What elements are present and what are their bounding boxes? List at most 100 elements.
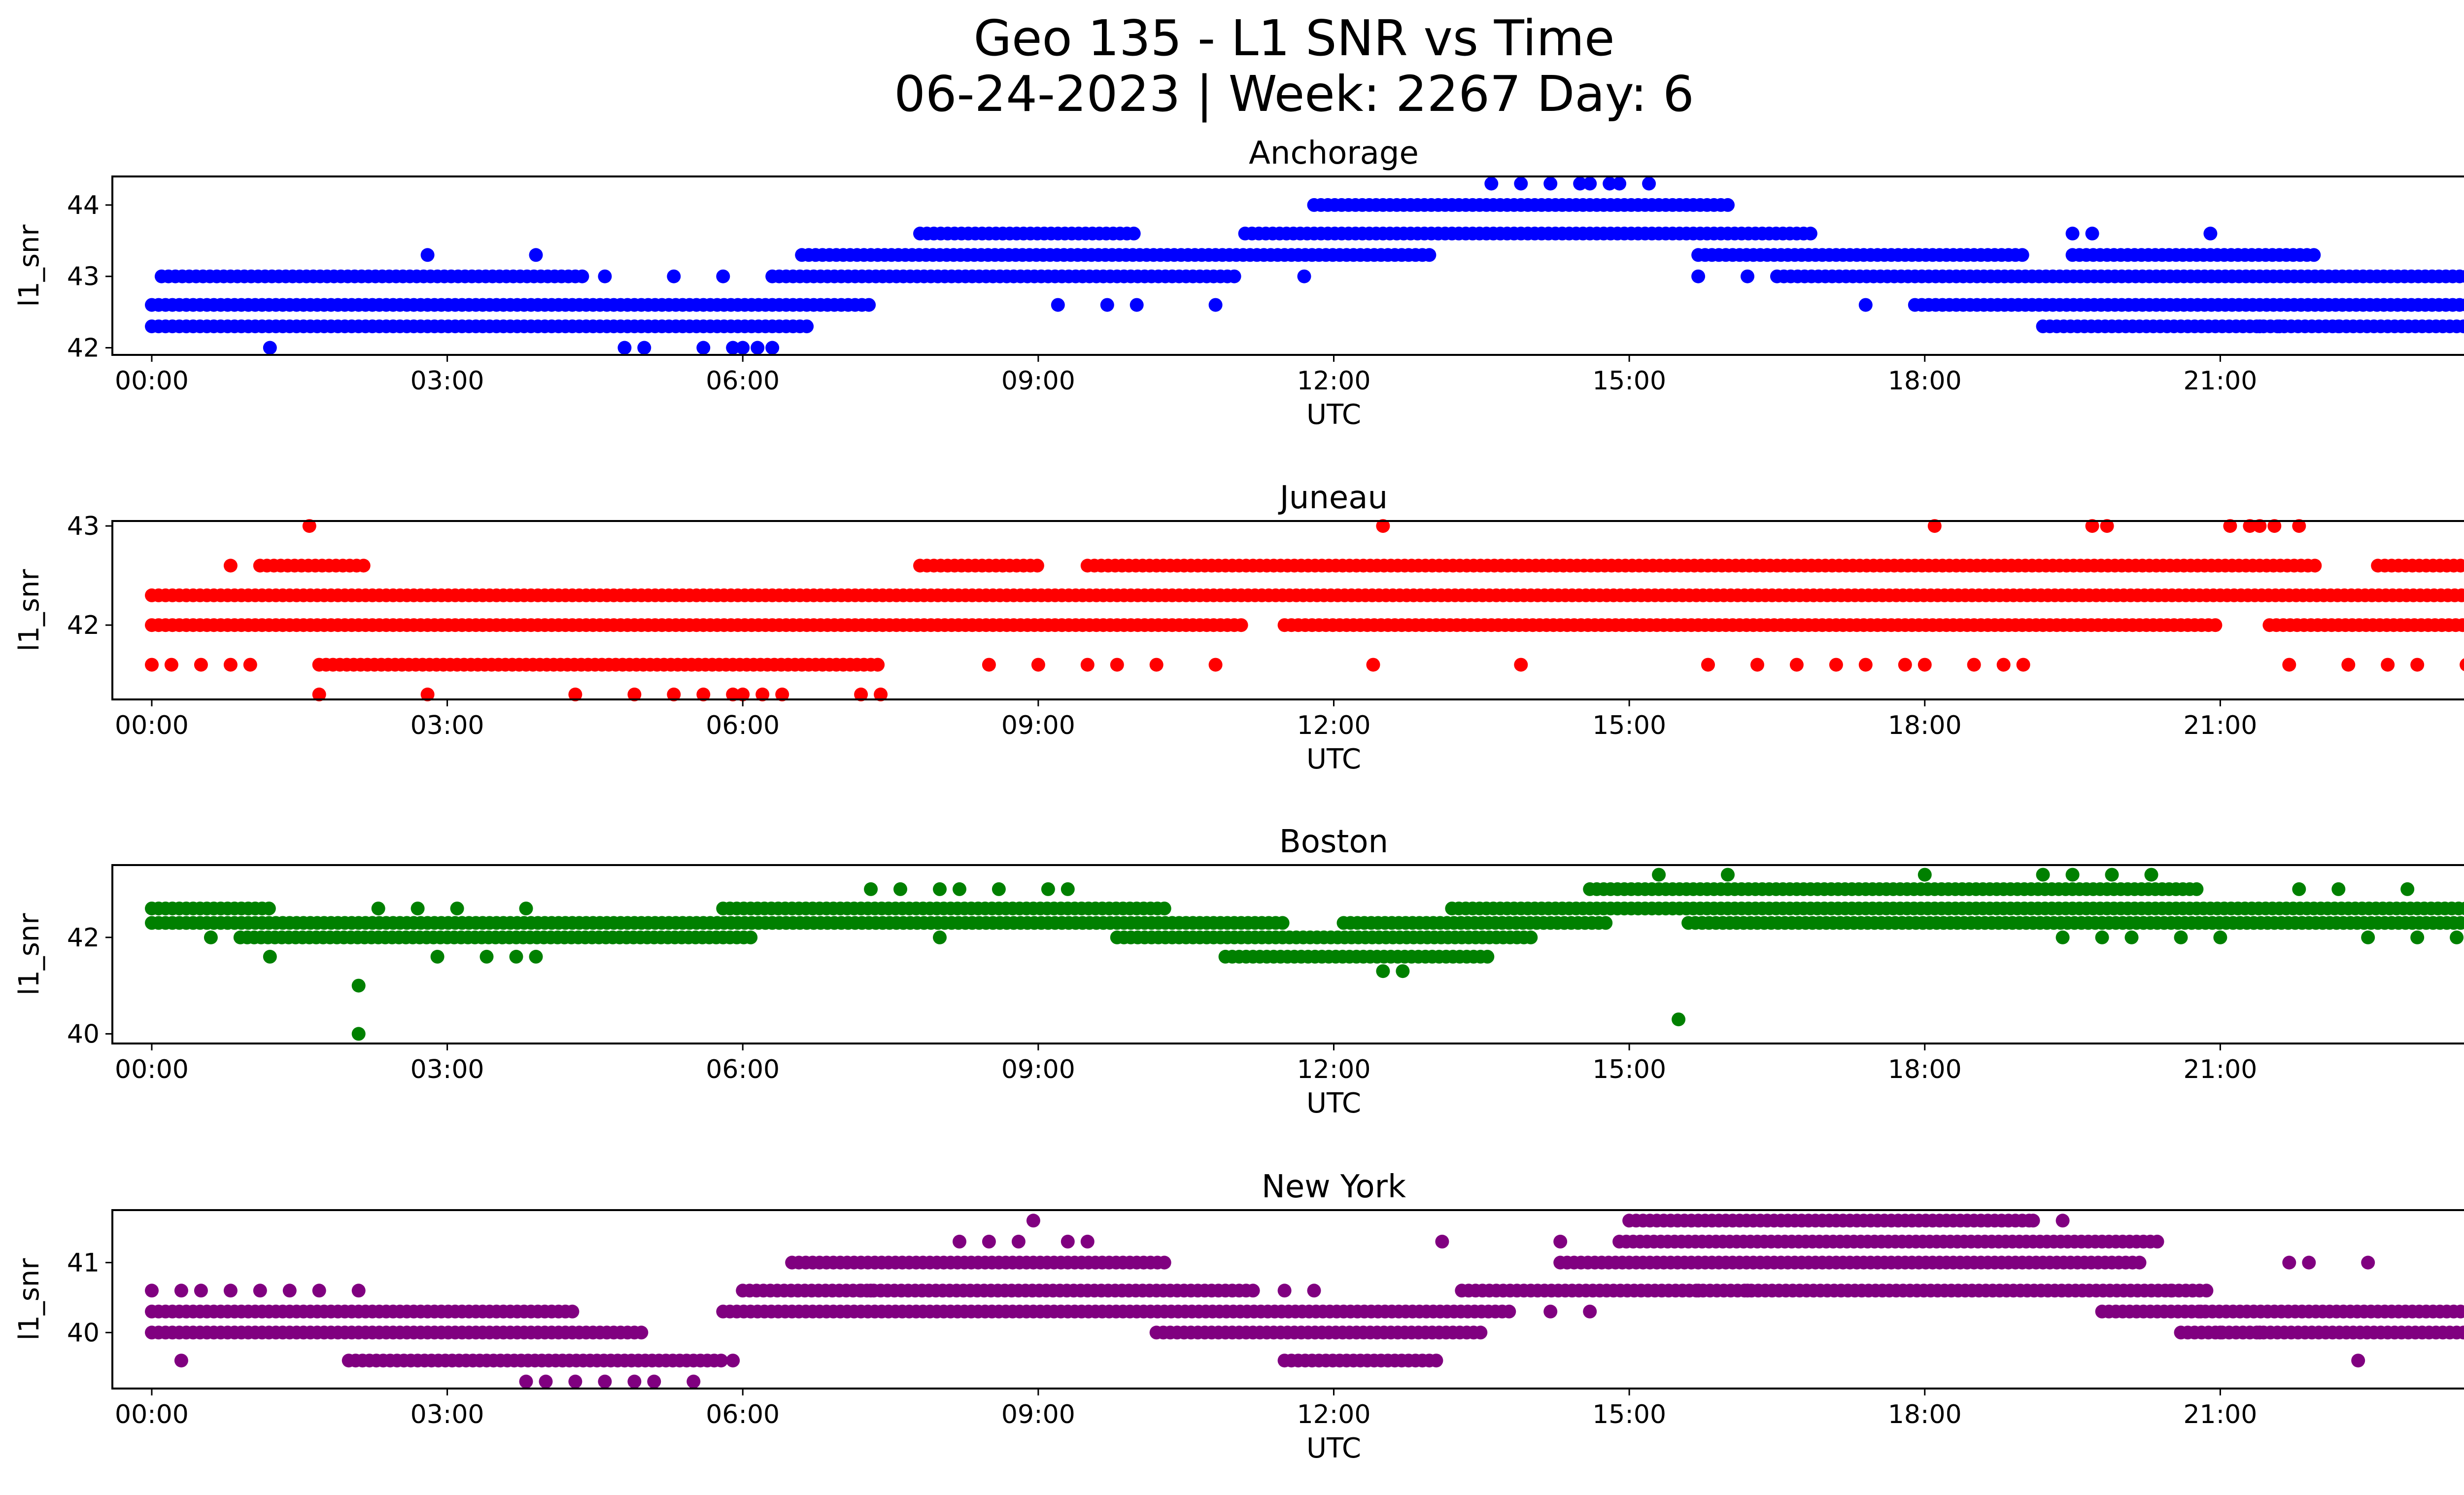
x-tick-label: 21:00 [2183,366,2257,396]
data-point [1030,558,1044,573]
data-point [2361,930,2375,944]
subplot-title: Juneau [1278,480,1388,516]
data-point [2174,930,2188,944]
data-point [2223,519,2237,533]
data-point [2085,226,2099,241]
subplot-title: Boston [1279,824,1388,860]
data-point [223,658,238,672]
x-tick-label: 03:00 [411,1055,484,1084]
data-point [1858,658,1873,672]
data-point [2331,882,2346,896]
data-point [726,687,740,701]
data-points [145,176,2464,355]
data-point [1473,1325,1488,1340]
data-point [2455,588,2464,602]
data-point [2253,1325,2267,1340]
data-point [1307,1284,1321,1298]
data-point [2457,1325,2464,1340]
data-point [2292,882,2306,896]
x-axis-label: UTC [1306,743,1361,775]
data-point [312,687,326,701]
data-point [243,658,257,672]
data-point [1858,298,1873,312]
data-point [627,687,642,701]
data-point [637,341,651,355]
data-point [2410,658,2425,672]
subplot-anchorage: Anchorage 00:00 03:00 06:00 09:00 12:00 15:00 1… [13,135,2464,431]
data-point [982,658,996,672]
x-tick-label: 00:00 [115,1400,189,1429]
data-point [667,687,681,701]
x-tick-label: 18:00 [1888,1400,1962,1429]
data-point [2302,1255,2316,1270]
data-point [2065,226,2080,241]
data-point [1803,226,1817,241]
data-point [751,341,765,355]
data-point [565,1304,580,1319]
data-points [145,1214,2464,1389]
data-point [2203,226,2218,241]
x-tick-label: 00:00 [115,366,189,396]
data-point [2124,930,2139,944]
data-point [174,1284,188,1298]
data-point [1275,916,1290,930]
data-point [716,269,730,283]
data-point [263,949,277,964]
data-point [1110,658,1124,672]
data-point [1898,658,1912,672]
data-point [893,882,907,896]
data-point [2150,1234,2164,1249]
data-point [2460,270,2464,283]
data-point [874,687,888,701]
subplot-boston: Boston 00:00 03:00 06:00 09:00 12:00 15:00 18:0… [13,824,2464,1119]
data-point [1157,1255,1171,1270]
data-point [204,930,218,944]
data-point [933,882,947,896]
data-point [1396,964,1410,978]
data-point [1691,269,1706,283]
data-point [2457,319,2464,334]
data-point [2213,1325,2227,1340]
x-tick-label: 18:00 [1888,1055,1962,1084]
data-point [2036,868,2050,882]
data-point [2454,916,2464,930]
data-point [282,1284,297,1298]
data-point [1026,1214,1040,1228]
x-tick-label: 00:00 [115,1055,189,1084]
x-tick-label: 15:00 [1592,366,1666,396]
data-point [164,658,178,672]
data-point [302,519,316,533]
y-tick-label: 42 [67,923,100,953]
plot-frame [111,520,2464,700]
x-tick-label: 06:00 [706,366,780,396]
data-point [1996,658,2011,672]
data-point [420,248,435,262]
data-point [1672,1012,1686,1027]
x-tick-label: 03:00 [411,1400,484,1429]
data-point [2456,618,2464,632]
data-point [1543,1304,1558,1319]
x-tick-label: 09:00 [1001,1400,1075,1429]
data-point [351,978,366,993]
data-point [1376,964,1390,978]
data-point [145,658,159,672]
x-axis-label: UTC [1306,1087,1361,1119]
y-axis-label: l1_snr [13,913,45,996]
data-point [1789,658,1804,672]
data-point [864,882,878,896]
y-tick-label: 42 [67,334,100,363]
data-point [647,1374,661,1389]
x-tick-label: 12:00 [1297,366,1371,396]
data-point [253,1284,267,1298]
data-point [1652,868,1666,882]
data-point [1484,176,1499,191]
subplot-title: New York [1262,1169,1406,1205]
data-point [1721,868,1735,882]
data-point [2026,1214,2040,1228]
data-point [862,298,876,312]
data-point [420,687,435,701]
data-point [2193,1304,2208,1319]
data-point [1127,226,1141,241]
data-point [263,341,277,355]
